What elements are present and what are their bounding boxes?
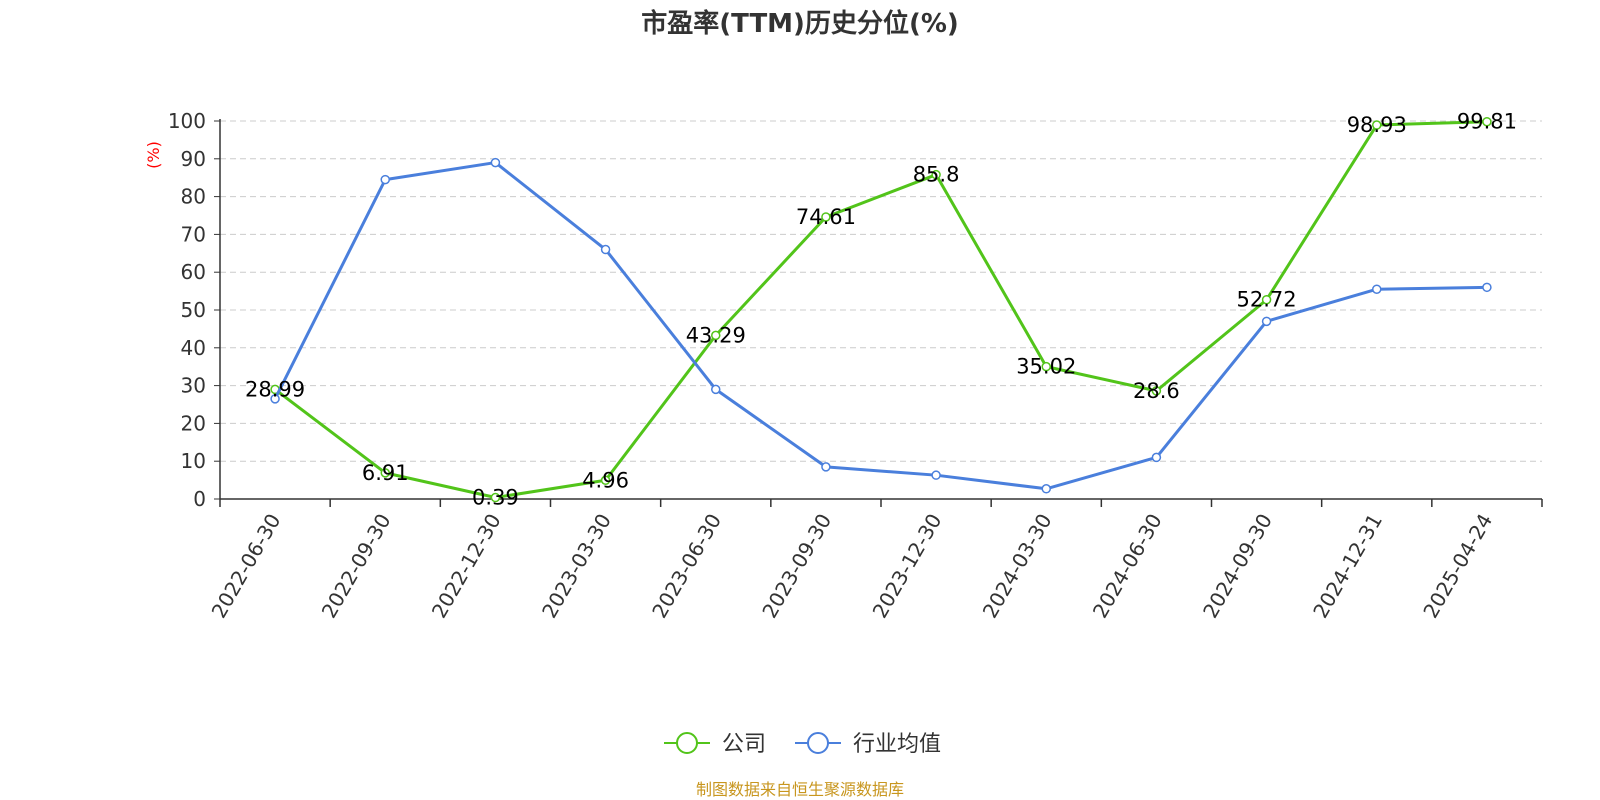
x-tick-label: 2024-09-30	[1198, 510, 1277, 623]
x-tick-label: 2022-06-30	[207, 510, 286, 623]
series-lines	[270, 116, 1492, 503]
x-tick-label: 2022-09-30	[317, 510, 396, 623]
data-point	[711, 330, 721, 341]
data-point	[490, 157, 501, 168]
data-point	[1482, 116, 1492, 127]
data-label: 43.29	[686, 323, 746, 347]
data-label: 85.8	[913, 163, 960, 187]
data-point	[1151, 386, 1162, 396]
y-tick-label: 40	[181, 336, 206, 360]
data-label: 6.91	[362, 461, 409, 485]
data-label: 4.96	[582, 468, 629, 492]
y-tick-label: 80	[181, 185, 206, 209]
y-tick-label: 50	[181, 298, 206, 322]
data-point	[1482, 282, 1492, 293]
x-tick-label: 2023-12-30	[868, 510, 947, 623]
data-point	[1261, 294, 1272, 305]
data-label: 99.81	[1457, 110, 1517, 134]
data-point	[600, 475, 611, 486]
x-tick-label: 2025-04-24	[1418, 510, 1497, 623]
x-tick-label: 2024-06-30	[1088, 510, 1167, 623]
data-label: 35.02	[1016, 355, 1076, 379]
y-axis-label: (%)	[144, 141, 163, 169]
data-labels: 28.99 6.91 0.39 4.96 43.29 74.61 85.8 35.02 28.6…	[245, 110, 1517, 510]
data-point	[1151, 452, 1162, 463]
source-note: 制图数据来自恒生聚源数据库	[696, 780, 904, 799]
legend-label: 行业均值	[853, 732, 941, 757]
series-line-1	[273, 161, 1487, 491]
series-line-0	[274, 120, 1487, 500]
data-label: 52.72	[1237, 288, 1297, 312]
data-point	[931, 470, 941, 480]
y-tick-label: 0	[193, 487, 206, 511]
x-tick-label: 2024-12-31	[1308, 510, 1387, 623]
data-point	[711, 384, 721, 395]
data-point	[1261, 316, 1272, 327]
data-point	[931, 169, 941, 180]
x-tick-label: 2024-03-30	[978, 510, 1057, 623]
legend-label: 公司	[722, 732, 766, 757]
data-point	[380, 174, 390, 185]
data-label: 98.93	[1347, 113, 1407, 137]
x-tick-label: 2023-06-30	[647, 510, 726, 623]
x-tick-label: 2023-09-30	[757, 510, 836, 623]
data-label: 28.99	[245, 377, 305, 401]
data-label: 0.39	[472, 486, 519, 510]
data-point	[821, 212, 831, 222]
data-point	[490, 492, 501, 503]
x-tick-label: 2022-12-30	[427, 510, 506, 623]
grid-lines	[220, 120, 1542, 462]
data-point	[1372, 284, 1382, 294]
data-point	[270, 394, 280, 404]
legend[interactable]: 公司 行业均值	[664, 732, 941, 757]
y-tick-label: 30	[181, 374, 206, 398]
y-tick-label: 20	[181, 411, 206, 435]
data-point	[1041, 484, 1051, 494]
data-point	[600, 244, 611, 255]
axes: 0 10 20 30 40 50 60 70 80 90 100 2022-06-30 2022-09-…	[168, 109, 1543, 623]
data-label: 28.6	[1133, 379, 1180, 403]
data-point	[380, 468, 390, 478]
y-tick-label: 10	[181, 449, 206, 473]
legend-item-1[interactable]: 行业均值	[795, 732, 941, 757]
data-point	[821, 462, 831, 472]
data-label: 74.61	[796, 205, 856, 229]
y-tick-label: 70	[181, 222, 206, 246]
data-point	[1041, 361, 1051, 372]
legend-marker	[676, 732, 698, 754]
legend-marker	[807, 732, 829, 754]
x-tick-label: 2023-03-30	[537, 510, 616, 623]
chart-title: 市盈率(TTM)历史分位(%)	[641, 8, 959, 39]
legend-item-0[interactable]: 公司	[664, 732, 766, 757]
y-tick-label: 90	[181, 147, 206, 171]
y-tick-label: 60	[181, 260, 206, 284]
y-tick-label: 100	[168, 109, 206, 133]
data-point	[1372, 120, 1382, 130]
